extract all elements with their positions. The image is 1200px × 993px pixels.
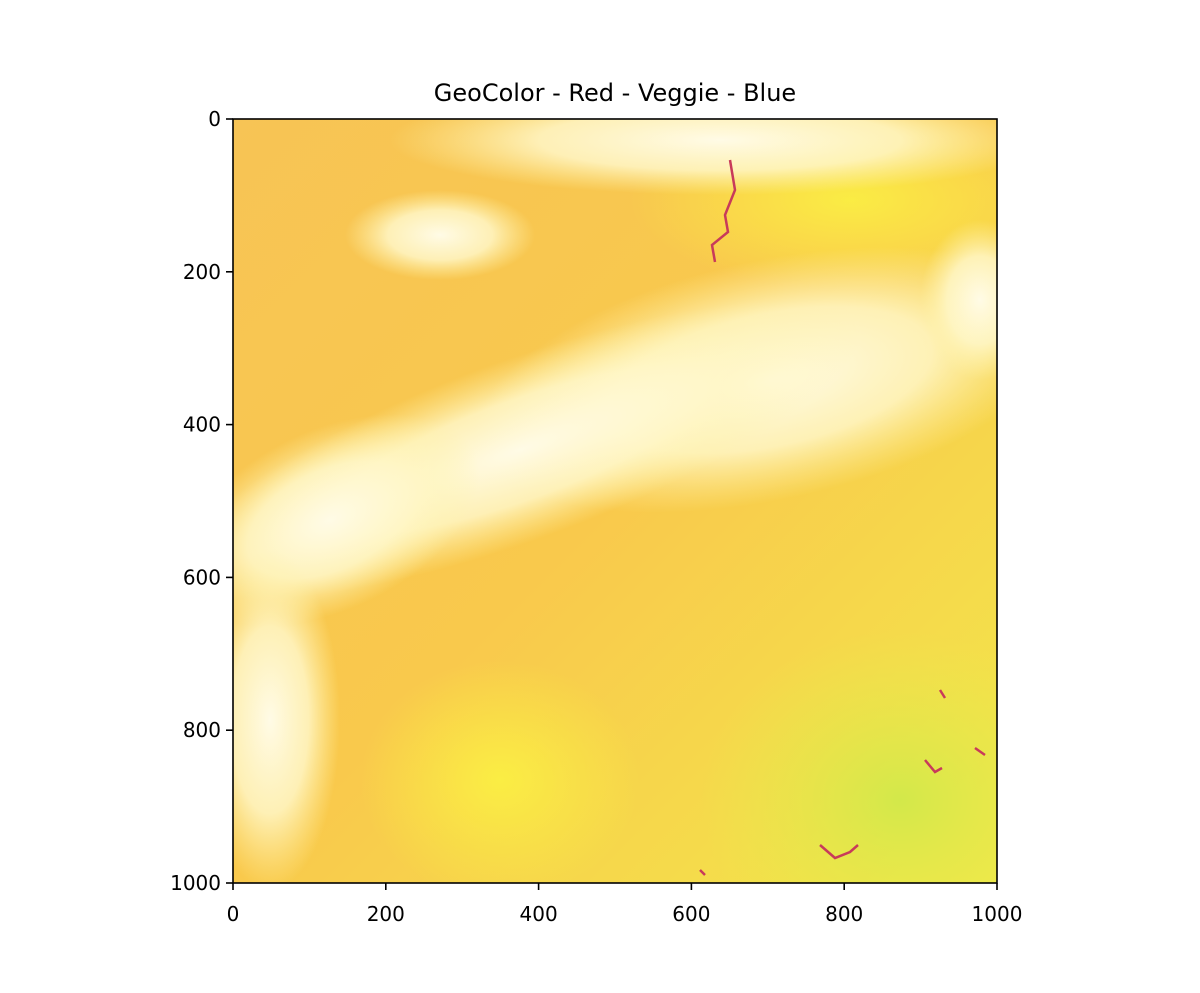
satellite-image (233, 119, 997, 883)
river-marks (699, 159, 986, 876)
y-tick-label: 800 (183, 718, 221, 742)
y-tick-label: 400 (183, 413, 221, 437)
y-tick-label: 200 (183, 260, 221, 284)
x-tick-label: 0 (227, 902, 240, 926)
x-tick-label: 1000 (972, 902, 1023, 926)
x-tick-label: 800 (825, 902, 863, 926)
y-tick-label: 0 (208, 107, 221, 131)
x-tick-label: 400 (520, 902, 558, 926)
x-tick-label: 200 (367, 902, 405, 926)
y-tick-label: 600 (183, 565, 221, 589)
y-tick-label: 1000 (170, 871, 221, 895)
x-tick-label: 600 (672, 902, 710, 926)
axes-frame (232, 118, 998, 884)
chart-title: GeoColor - Red - Veggie - Blue (434, 79, 796, 107)
